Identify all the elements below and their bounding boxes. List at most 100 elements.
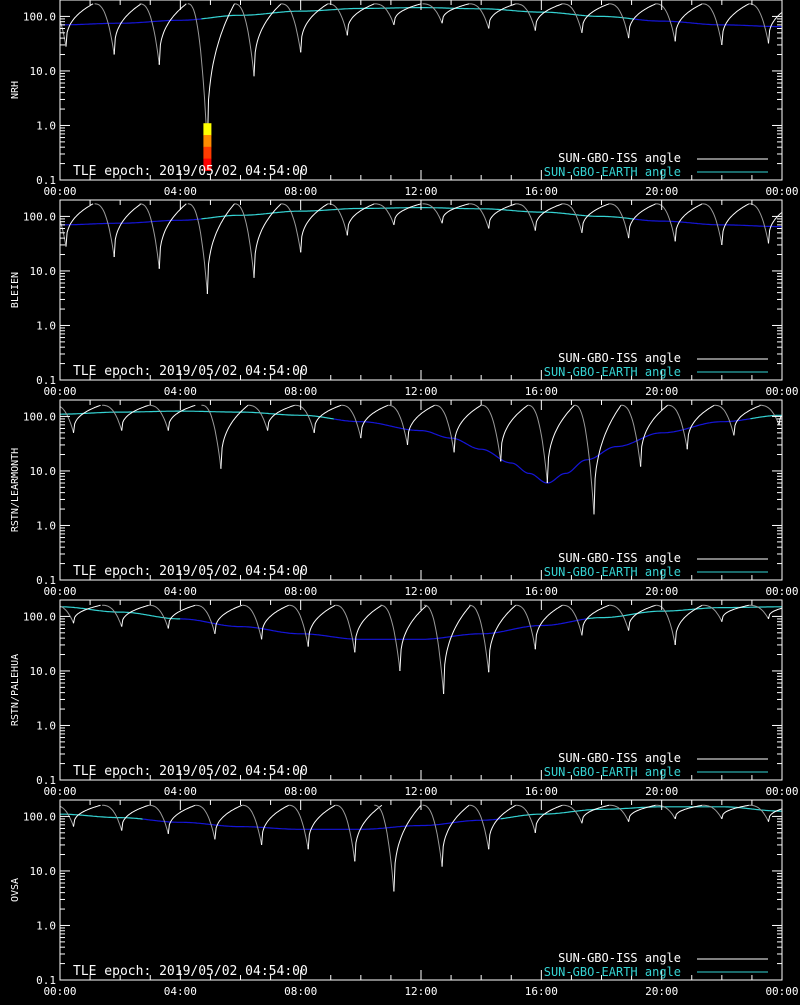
iss-angle-descent (608, 203, 630, 239)
iss-angle-descent (562, 203, 583, 233)
iss-angle-descent (469, 3, 490, 29)
y-tick-label: 1.0 (36, 119, 56, 132)
sun-gbo-iss-line (628, 604, 656, 631)
sun-gbo-iss-line (628, 3, 656, 39)
sun-gbo-iss-line (488, 203, 516, 229)
y-axis-label: NRH (10, 81, 21, 99)
x-tick-label: 16:00 (525, 385, 558, 398)
iss-angle-descent (374, 3, 395, 26)
tle-epoch-label: TLE epoch: 2019/05/02 04:54:00 (73, 564, 308, 579)
iss-angle-descent (335, 804, 356, 862)
iss-angle-descent (515, 203, 536, 231)
iss-angle-descent (234, 203, 255, 278)
iss-angle-descent (294, 404, 315, 433)
y-tick-label: 0.1 (36, 574, 56, 587)
iss-angle-descent (380, 604, 401, 671)
iss-angle-descent (187, 203, 208, 294)
iss-angle-descent (195, 604, 216, 634)
y-tick-label: 1.0 (36, 719, 56, 732)
sun-gbo-iss-line (674, 3, 703, 42)
x-tick-label: 00:00 (43, 985, 76, 998)
sun-gbo-iss-line (721, 3, 750, 45)
y-tick-label: 10.0 (30, 265, 57, 278)
iss-angle-descent (94, 3, 115, 55)
iss-angle-descent (94, 203, 115, 258)
sun-gbo-iss-line (534, 804, 563, 833)
sun-gbo-iss-line (768, 607, 782, 620)
iss-angle-descent (335, 604, 356, 653)
x-tick-label: 00:00 (43, 785, 76, 798)
x-tick-label: 08:00 (284, 185, 317, 198)
iss-angle-descent (288, 804, 309, 850)
sun-gbo-earth-line (180, 618, 587, 640)
sun-gbo-iss-line (121, 604, 149, 627)
iss-angle-descent (422, 3, 443, 24)
sun-gbo-iss-line (628, 804, 656, 822)
sun-gbo-iss-line (65, 203, 94, 247)
x-tick-label: 12:00 (404, 785, 437, 798)
iss-angle-descent (148, 804, 169, 834)
iss-angle-descent (481, 404, 502, 462)
chart-panel: 0.1 1.0 10.0 100.0 00:00 04:00 08:00 12:00 16:00… (10, 599, 799, 798)
iss-angle-descent (515, 804, 536, 833)
x-tick-label: 12:00 (404, 185, 437, 198)
iss-angle-descent (60, 218, 67, 247)
iss-angle-descent (655, 3, 676, 42)
x-tick-label: 08:00 (284, 785, 317, 798)
chart-panel: 0.1 1.0 10.0 100.0 00:00 04:00 08:00 12:00 16:00… (10, 799, 799, 998)
sun-gbo-iss-line (73, 604, 101, 624)
x-tick-label: 04:00 (164, 585, 197, 598)
x-tick-label: 20:00 (645, 585, 678, 598)
iss-angle-descent (748, 604, 769, 620)
iss-angle-descent (562, 804, 583, 824)
sun-gbo-iss-line (733, 404, 762, 436)
x-tick-label: 00:00 (765, 585, 798, 598)
iss-angle-descent (759, 404, 780, 426)
sun-gbo-iss-line (500, 404, 529, 462)
sun-gbo-iss-line (674, 804, 703, 820)
sun-gbo-iss-line (399, 604, 428, 671)
iss-angle-descent (195, 804, 216, 840)
iss-angle-descent (422, 804, 443, 867)
legend-earth-label: SUN-GBO-EARTH angle (544, 165, 681, 179)
sun-gbo-earth-line (142, 818, 501, 830)
x-tick-label: 04:00 (164, 385, 197, 398)
x-tick-label: 20:00 (645, 185, 678, 198)
sun-gbo-iss-line (393, 203, 422, 225)
chart-panel: 0.1 1.0 10.0 100.0 00:00 04:00 08:00 12:00 16:00… (10, 399, 799, 598)
legend-iss-label: SUN-GBO-ISS angle (558, 551, 681, 565)
sun-gbo-iss-line (768, 11, 782, 44)
sun-gbo-iss-line (158, 203, 187, 269)
sun-gbo-iss-line (113, 203, 142, 258)
iss-angle-descent (702, 3, 723, 45)
sun-gbo-iss-line (73, 804, 101, 827)
iss-angle-descent (621, 404, 642, 467)
sun-gbo-iss-line (453, 404, 482, 453)
iss-angle-descent (424, 604, 445, 694)
iss-angle-descent (248, 404, 269, 431)
iss-angle-descent (139, 3, 160, 65)
x-tick-label: 04:00 (164, 785, 197, 798)
y-tick-label: 0.1 (36, 374, 56, 387)
sun-gbo-earth-line (60, 18, 202, 26)
x-tick-label: 08:00 (284, 585, 317, 598)
sun-gbo-earth-line (500, 806, 782, 820)
sun-gbo-earth-line (333, 418, 751, 484)
iss-angle-descent (387, 404, 408, 445)
iss-angle-descent (187, 3, 208, 148)
x-tick-label: 04:00 (164, 185, 197, 198)
sun-gbo-iss-line (628, 203, 656, 239)
sun-gbo-iss-line (206, 3, 235, 148)
iss-angle-descent (148, 404, 169, 431)
sun-gbo-iss-line (488, 604, 517, 673)
sun-gbo-iss-line (313, 404, 342, 433)
legend-iss-label: SUN-GBO-ISS angle (558, 751, 681, 765)
iss-angle-descent (574, 404, 595, 515)
y-tick-label: 10.0 (30, 865, 57, 878)
iss-angle-descent (655, 604, 676, 646)
sun-gbo-iss-line (581, 604, 610, 636)
sun-gbo-iss-line (354, 804, 383, 862)
iss-angle-descent (374, 804, 395, 892)
y-tick-label: 100.0 (23, 210, 56, 223)
